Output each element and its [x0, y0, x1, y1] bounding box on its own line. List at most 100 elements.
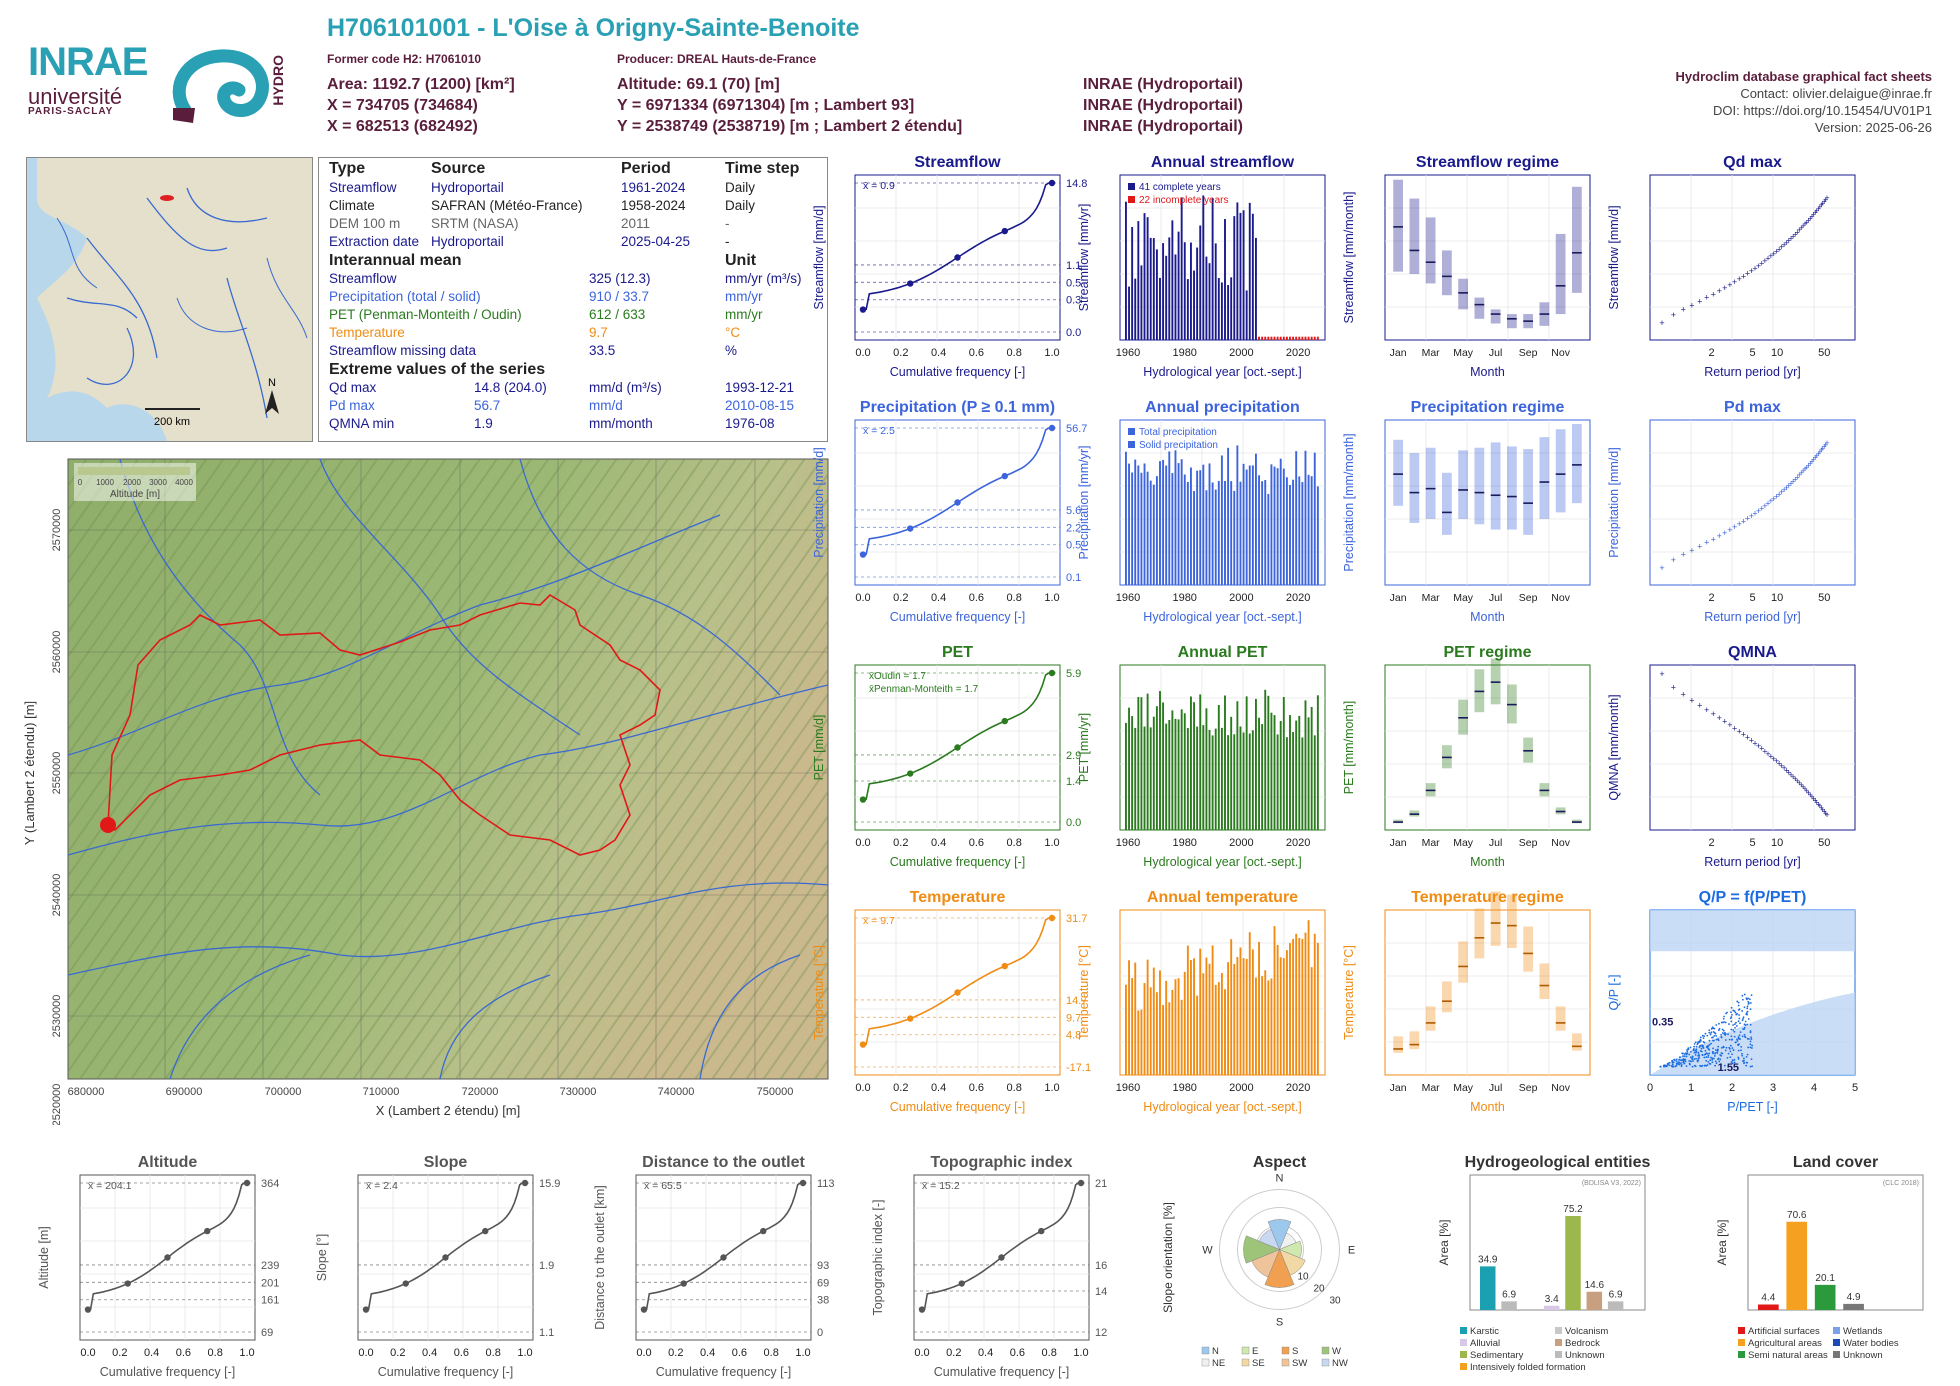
qp_ppet-point [1723, 1064, 1726, 1067]
precip_regime-box [1425, 447, 1436, 519]
qp_ppet-point [1739, 1022, 1741, 1025]
annual_temp-bar [1316, 942, 1319, 1075]
altitude-right-tick: 364 [261, 1178, 279, 1190]
aspect-legend-2: S [1292, 1346, 1298, 1357]
qp_ppet-point [1699, 1050, 1702, 1052]
temp_fdc-mean: x̄ = 9.7 [863, 915, 895, 927]
pd_max-point: + [1752, 508, 1757, 518]
streamflow_regime-box [1474, 297, 1485, 319]
annual_precip-bar [1159, 461, 1161, 585]
annual_precip-bar [1125, 451, 1127, 585]
qp_ppet-point [1678, 1058, 1681, 1061]
temp_fdc-xlabel: Cumulative frequency [-] [890, 1100, 1025, 1114]
qp_ppet-point [1687, 1048, 1690, 1050]
qp_ppet-point [1745, 1056, 1748, 1058]
aspect-sector [1251, 1249, 1280, 1278]
qp_ppet-point [1731, 1047, 1734, 1049]
qp_ppet-point [1717, 1038, 1720, 1041]
temp_fdc-xtick: 0.6 [969, 1082, 984, 1094]
annual_streamflow-bar [1155, 249, 1158, 340]
qp_ppet-point [1723, 1031, 1726, 1034]
qp_ppet-point [1666, 1062, 1669, 1065]
qmna-point: + [1741, 730, 1746, 740]
qp_ppet-point [1737, 1001, 1740, 1004]
qd_max-point: + [1745, 269, 1750, 279]
qp_ppet-point [1732, 1024, 1735, 1026]
pd_max-point: + [1817, 447, 1822, 457]
annual_precip-bar [1313, 452, 1316, 585]
land_cover-legend-5: Unknown [1843, 1350, 1883, 1361]
precip_regime-box [1442, 472, 1452, 535]
qp_ppet-point [1683, 1055, 1686, 1058]
annual_pet-frame [1119, 664, 1326, 831]
qp_ppet-point [1731, 1062, 1734, 1065]
annual_pet-bar [1292, 732, 1295, 830]
qp_ppet-point [1671, 1059, 1674, 1062]
temp_regime-box [1425, 1006, 1436, 1031]
qd_max-point: + [1681, 305, 1686, 315]
qmna-point: + [1774, 756, 1779, 766]
qp_ppet-point [1731, 1038, 1734, 1041]
hydrogeo-legend-key [1460, 1327, 1467, 1334]
src-climate: SAFRAN (Météo-France) [431, 198, 583, 213]
precip_fdc-xtick: 0.8 [1007, 592, 1022, 604]
qp_ppet-point [1671, 1065, 1674, 1068]
streamflow_regime-chart: Streamflow regime Month Streamflow [mm/mon… [1342, 154, 1591, 379]
hydrogeo-bar-label: 34.9 [1478, 1254, 1498, 1265]
outlet-marker [100, 817, 116, 833]
qp_ppet-point [1688, 1063, 1691, 1066]
annual_streamflow-bar [1233, 216, 1236, 340]
qp_ppet-point [1700, 1039, 1702, 1042]
mean-streamflow-unit: mm/yr (m³/s) [725, 271, 802, 286]
annual_streamflow-legend-0: 41 complete years [1139, 182, 1221, 193]
qd-max-unit: mm/d (m³/s) [589, 380, 662, 395]
temp_fdc-curve [862, 917, 1052, 1046]
qp_ppet-point [1711, 1026, 1714, 1029]
qmna-point: + [1806, 788, 1811, 798]
pd_max-point: + [1808, 458, 1813, 468]
qp_ppet-point [1719, 1063, 1722, 1066]
annual_temp-bar [1211, 945, 1214, 1075]
annual_pet-bar [1307, 717, 1310, 830]
pd_max-point: + [1809, 456, 1814, 466]
col-source: Source [431, 160, 486, 177]
pet_fdc-legend-1: x̄Penman-Monteith = 1.7 [869, 684, 979, 695]
qp_ppet-point [1725, 1046, 1728, 1049]
qp_ppet-point [1723, 1032, 1726, 1035]
temp_fdc-title: Temperature [910, 889, 1006, 906]
annual_precip-legend-0: Total precipitation [1139, 427, 1217, 438]
hydrogeo-bar [1501, 1301, 1517, 1310]
qp_ppet-point [1745, 1013, 1748, 1016]
topo_index-quantile-point [1077, 1179, 1085, 1187]
annual_precip-bar [1224, 480, 1226, 585]
annual_pet-bar [1193, 702, 1195, 830]
qd_max-point: + [1741, 271, 1746, 281]
annual_pet-xlabel: Hydrological year [oct.-sept.] [1143, 855, 1301, 869]
temp_fdc-quantile-point [1048, 914, 1056, 922]
qd_max-xtick: 10 [1771, 347, 1783, 359]
pd_max-point: + [1771, 494, 1776, 504]
annual_pet-xtick: 1960 [1116, 837, 1140, 849]
distance-quantile-point [680, 1280, 687, 1287]
distance-xtick: 0.0 [636, 1347, 651, 1359]
pet_fdc-title: PET [942, 644, 973, 661]
qp_ppet-point [1718, 1027, 1721, 1030]
land_cover-legend-key [1833, 1339, 1840, 1346]
annual_precip-bar [1261, 481, 1264, 585]
qp_ppet-point [1676, 1062, 1679, 1065]
qd_max-point: + [1788, 234, 1793, 244]
temp_regime-chart: Temperature regime Month Temperature [°C] J… [1342, 889, 1591, 1114]
annual_temp-xtick: 2000 [1229, 1082, 1253, 1094]
qp_ppet-point [1668, 1064, 1671, 1067]
annual_temp-bar [1236, 957, 1239, 1075]
qp_ppet-point [1743, 1028, 1745, 1031]
aspect-dir-W: W [1202, 1245, 1213, 1257]
qp_ppet-point [1672, 1065, 1675, 1068]
annual_temp-bar [1270, 978, 1273, 1075]
qp_ppet-lower-band [1650, 992, 1855, 1075]
topo_index-xtick: 0.4 [978, 1347, 993, 1359]
period-dem: 2011 [621, 216, 651, 231]
temp_regime-ylabel: Temperature [°C] [1342, 945, 1356, 1040]
qp_ppet-point [1683, 1062, 1686, 1065]
